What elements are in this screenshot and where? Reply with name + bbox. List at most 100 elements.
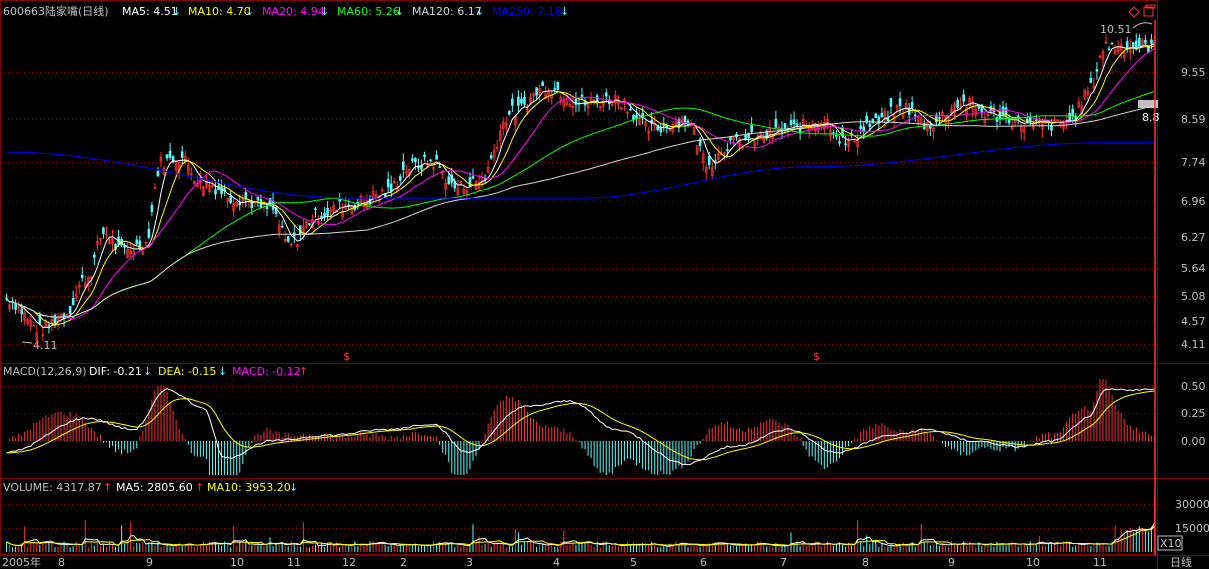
candle-body: [904, 103, 908, 111]
candle-body: [126, 249, 129, 258]
candle-body: [844, 143, 847, 146]
candle-body: [604, 92, 608, 97]
candle-body: [659, 126, 663, 133]
arrow-down-icon: ↓: [320, 5, 329, 18]
candle-body: [456, 187, 460, 196]
candle-body: [332, 204, 335, 211]
candle-body: [414, 158, 417, 163]
candle-body: [326, 207, 329, 216]
candle-body: [1122, 52, 1126, 58]
diamond-icon[interactable]: [1128, 6, 1140, 18]
macd-legend: MACD(12,26,9) DIF: -0.21 ↓ DEA: -0.15 ↓ …: [3, 365, 308, 378]
candle-body: [20, 308, 23, 315]
candle-body: [962, 94, 965, 102]
candle-body: [99, 238, 102, 240]
macd-title: MACD(12,26,9): [3, 365, 87, 378]
arrow-down-icon: ↓: [245, 5, 254, 18]
candle-body: [595, 95, 599, 103]
candle-body: [329, 209, 332, 212]
candle-body: [1110, 42, 1114, 45]
candle-body: [620, 107, 623, 109]
candle-body: [1041, 123, 1044, 130]
candle-body: [186, 164, 190, 174]
candle-body: [47, 325, 51, 327]
panel-controls[interactable]: [1128, 4, 1156, 18]
candle-body: [477, 182, 481, 189]
price-tick: 9.55: [1181, 66, 1206, 79]
candle-body: [598, 106, 602, 108]
dea-legend: DEA: -0.15: [158, 365, 216, 378]
candle-body: [14, 302, 17, 310]
candle-body: [256, 196, 260, 201]
candlestick-series[interactable]: [5, 33, 1156, 348]
candle-body: [668, 129, 672, 131]
candle-body: [23, 312, 26, 321]
candle-body: [338, 199, 341, 202]
candle-body: [235, 202, 239, 207]
candle-body: [1116, 47, 1120, 53]
price-tick: 5.08: [1181, 290, 1206, 303]
candle-body: [526, 108, 529, 113]
candle-body: [747, 132, 750, 138]
candle-body: [29, 320, 33, 327]
arrow-down-icon: ↓: [560, 5, 569, 18]
candle-body: [341, 210, 345, 218]
x-axis-label: 9: [146, 556, 153, 569]
candle-body: [380, 189, 384, 192]
ma250-line: [6, 142, 1155, 199]
candle-body: [398, 176, 402, 181]
candle-body: [859, 125, 862, 130]
candle-body: [538, 88, 541, 96]
volume-unit-box: [1157, 535, 1183, 551]
arrow-down-icon: ↓: [475, 5, 484, 18]
candle-body: [938, 117, 941, 119]
candle-body: [68, 305, 72, 314]
x-axis-label: 2005年: [2, 555, 41, 569]
candle-body: [468, 177, 472, 187]
candle-body: [868, 123, 872, 127]
candle-body: [71, 297, 75, 306]
candle-body: [435, 154, 438, 160]
ma120-line: [6, 105, 1155, 318]
candle-body: [462, 188, 466, 194]
candle-body: [835, 135, 838, 137]
volume-tick: 30000: [1175, 498, 1209, 511]
candle-body: [644, 120, 647, 127]
macd-legend-value: MACD: -0.12: [232, 365, 301, 378]
period-label[interactable]: 日线: [1170, 555, 1192, 569]
candle-body: [38, 315, 42, 324]
candle-body: [1022, 128, 1026, 133]
candle-body: [280, 226, 284, 228]
ma60-legend: MA60: 5.26: [337, 5, 400, 18]
x-axis-label: 11: [1093, 556, 1107, 569]
macd-histogram: [9, 379, 1155, 475]
restore-icon[interactable]: [1143, 6, 1154, 17]
candle-body: [386, 179, 390, 188]
volume-unit: X10: [1160, 537, 1182, 550]
candle-body: [986, 113, 990, 116]
candle-body: [977, 105, 981, 109]
candle-body: [898, 98, 902, 107]
candle-body: [389, 183, 393, 192]
dif-legend: DIF: -0.21: [89, 365, 142, 378]
candle-body: [883, 110, 887, 120]
current-price-marker: [1138, 100, 1158, 108]
stock-name: 陆家嘴(日线): [45, 4, 109, 18]
candle-body: [1053, 118, 1056, 121]
candle-body: [383, 193, 387, 197]
candle-body: [41, 334, 45, 336]
volume-title: VOLUME: 4317.87: [3, 481, 102, 494]
ma60-line: [6, 90, 1155, 318]
candle-body: [698, 138, 702, 146]
candle-body: [486, 166, 490, 173]
arrow-down-icon: ↓: [289, 481, 298, 494]
x-axis-label: 9: [948, 556, 955, 569]
candle-body: [738, 138, 741, 148]
candle-body: [83, 282, 87, 289]
candle-body: [402, 161, 405, 170]
x-axis-label: 12: [342, 556, 356, 569]
candle-body: [929, 125, 932, 129]
candle-body: [392, 181, 396, 184]
candle-body: [202, 186, 205, 196]
